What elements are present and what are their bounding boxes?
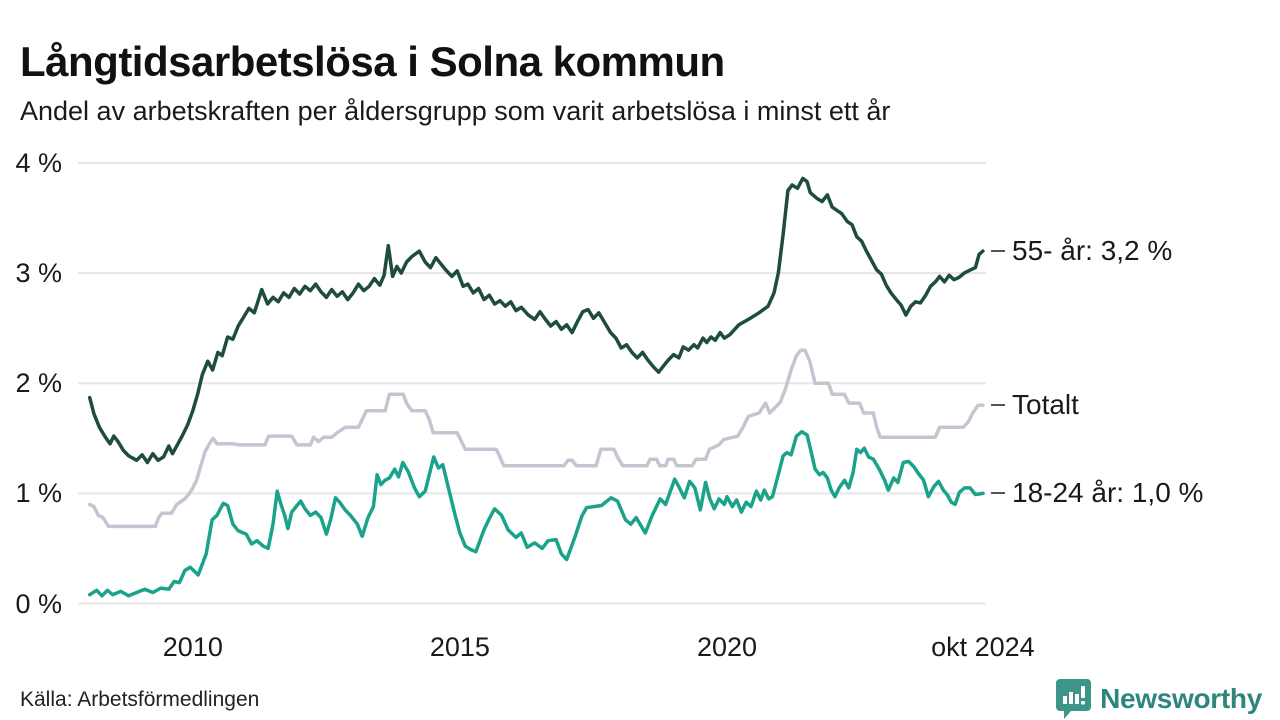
series-label-55-r: 55- år: 3,2 % (991, 235, 1172, 267)
y-tick-label: 1 % (15, 478, 62, 509)
page-title: Långtidsarbetslösa i Solna kommun (20, 38, 725, 86)
series-line-55-r (87, 176, 985, 465)
label-dash (991, 250, 1005, 253)
series-label-totalt: Totalt (991, 389, 1079, 421)
x-tick-label: 2010 (162, 632, 223, 662)
newsworthy-bubble-icon (1056, 679, 1092, 719)
source-note: Källa: Arbetsförmedlingen (20, 688, 260, 711)
y-tick-label: 4 % (15, 148, 62, 178)
series-label-text: 55- år: 3,2 % (1012, 235, 1173, 267)
newsworthy-logo: Newsworthy (1055, 678, 1262, 719)
label-dash (991, 492, 1005, 495)
series-line-18-24-r (87, 429, 985, 598)
y-tick-label: 3 % (15, 258, 62, 289)
x-tick-label: 2020 (696, 632, 758, 662)
x-tick-label: 2015 (429, 632, 490, 662)
newsworthy-wordmark: Newsworthy (1100, 682, 1262, 714)
x-tick-label: okt 2024 (931, 632, 1035, 662)
chart-subtitle: Andel av arbetskraften per åldersgrupp s… (20, 96, 891, 126)
series-label-text: 18-24 år: 1,0 % (1012, 477, 1204, 509)
series-label-18-24-r: 18-24 år: 1,0 % (991, 477, 1203, 509)
label-dash (991, 404, 1005, 407)
series-label-text: Totalt (1012, 389, 1079, 421)
y-tick-label: 2 % (15, 368, 62, 399)
series-line-totalt (87, 348, 985, 529)
y-tick-label: 0 % (15, 588, 62, 619)
